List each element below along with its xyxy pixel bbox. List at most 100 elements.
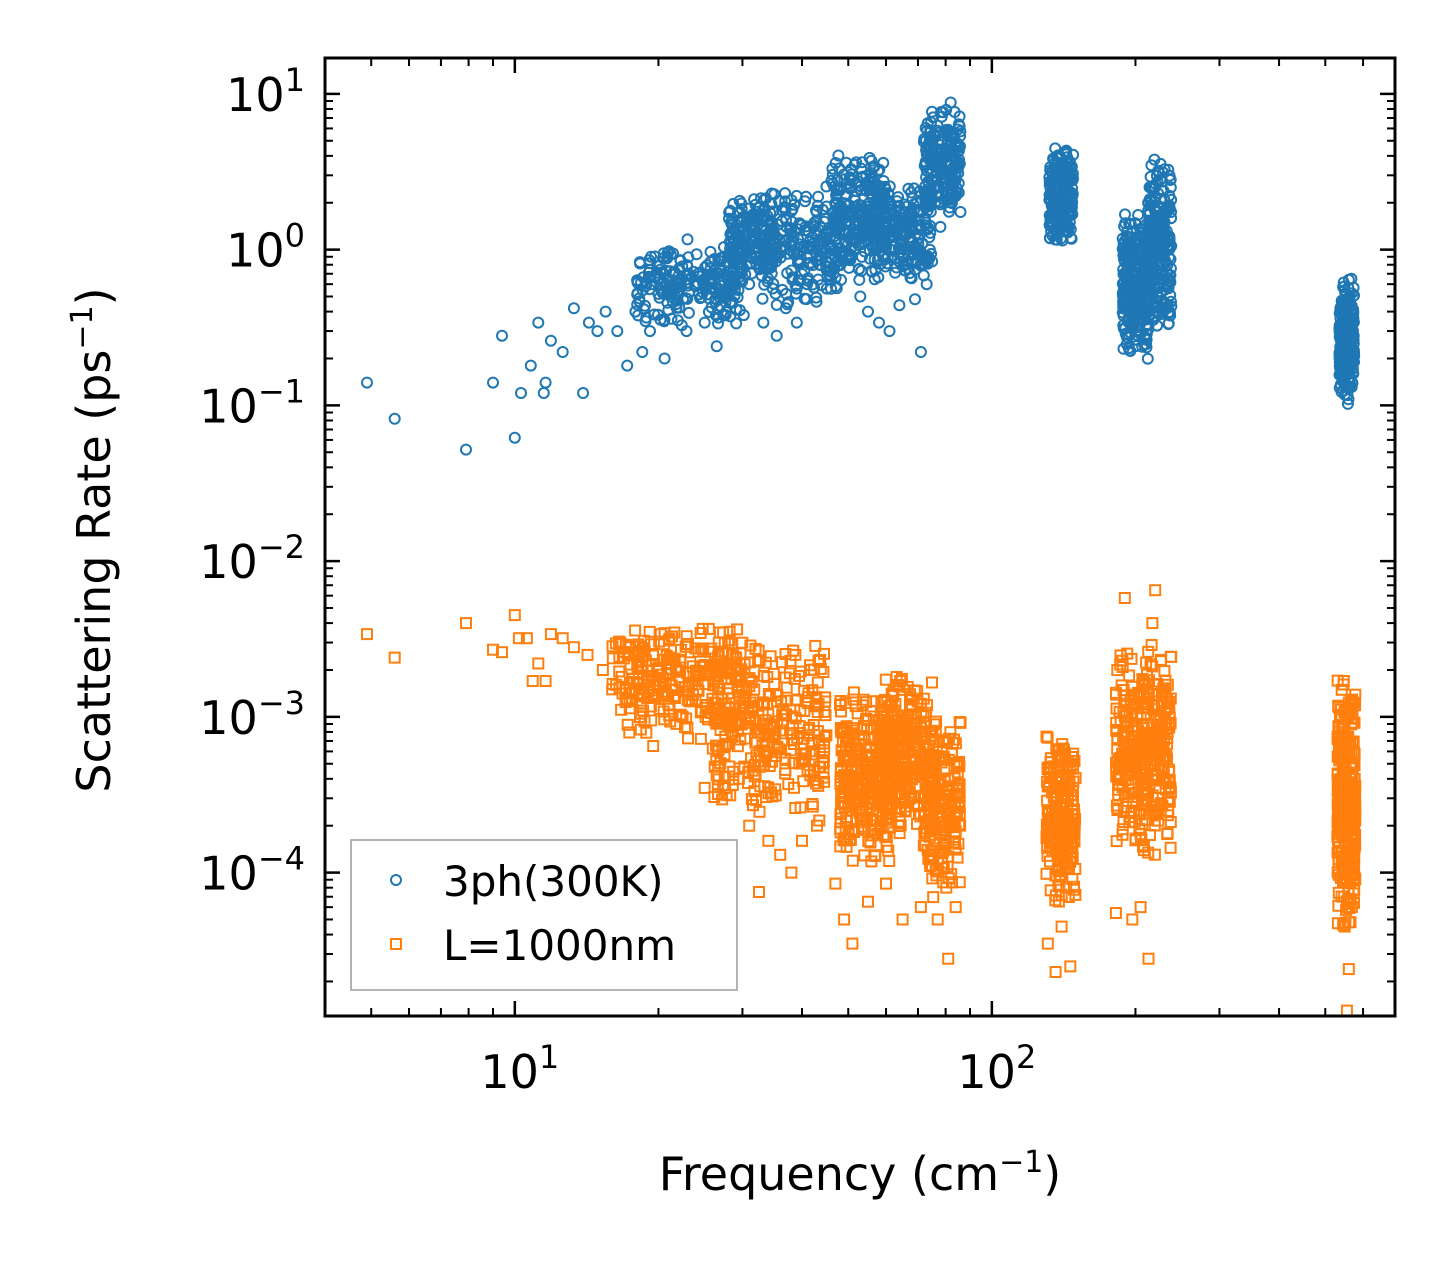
data-point-3ph — [1118, 276, 1131, 289]
data-point-3ph — [840, 177, 853, 190]
data-point-l1000nm — [928, 718, 941, 731]
data-point-l1000nm — [838, 786, 851, 799]
data-point-l1000nm — [807, 765, 820, 778]
data-point-3ph — [720, 305, 733, 318]
data-point-l1000nm — [839, 821, 852, 834]
data-point-l1000nm — [838, 771, 851, 784]
data-point-l1000nm — [651, 663, 664, 676]
data-point-3ph — [871, 234, 884, 247]
data-point-l1000nm — [1041, 937, 1054, 950]
data-point-3ph — [1339, 346, 1352, 359]
data-point-l1000nm — [814, 662, 827, 675]
data-point-3ph — [1116, 232, 1129, 245]
data-point-l1000nm — [846, 937, 859, 950]
data-point-3ph — [898, 198, 911, 211]
data-point-3ph — [923, 252, 936, 265]
data-point-3ph — [1050, 233, 1063, 246]
data-point-3ph — [1148, 153, 1161, 166]
data-point-3ph — [954, 140, 966, 153]
series-3ph — [361, 96, 1361, 456]
data-point-l1000nm — [873, 771, 886, 784]
data-point-3ph — [903, 216, 916, 229]
data-point-l1000nm — [924, 860, 937, 872]
data-point-l1000nm — [1146, 617, 1159, 630]
data-point-l1000nm — [460, 617, 472, 630]
data-point-l1000nm — [1126, 913, 1139, 926]
data-point-l1000nm — [942, 782, 955, 795]
data-point-3ph — [1149, 191, 1161, 203]
data-point-l1000nm — [648, 674, 661, 687]
data-point-l1000nm — [776, 708, 789, 721]
data-point-l1000nm — [934, 827, 947, 840]
data-point-3ph — [544, 334, 557, 347]
data-point-3ph — [920, 144, 933, 157]
data-point-l1000nm — [623, 726, 636, 739]
data-point-3ph — [746, 221, 759, 234]
data-point-l1000nm — [818, 647, 830, 660]
data-point-l1000nm — [857, 822, 870, 835]
data-point-3ph — [779, 243, 792, 255]
data-point-l1000nm — [758, 722, 771, 735]
data-point-l1000nm — [789, 648, 802, 661]
data-point-l1000nm — [947, 818, 960, 831]
data-point-3ph — [508, 431, 521, 444]
data-point-3ph — [720, 290, 733, 302]
data-point-l1000nm — [596, 664, 609, 676]
data-point-3ph — [532, 316, 545, 329]
data-point-l1000nm — [691, 683, 704, 696]
data-point-l1000nm — [953, 876, 966, 889]
data-point-3ph — [906, 192, 919, 205]
data-point-3ph — [942, 126, 955, 139]
data-point-l1000nm — [869, 850, 882, 863]
data-point-l1000nm — [789, 712, 802, 725]
data-point-l1000nm — [742, 766, 755, 778]
data-point-3ph — [661, 250, 674, 263]
data-point-l1000nm — [654, 628, 667, 641]
data-point-3ph — [654, 278, 667, 291]
data-point-l1000nm — [761, 671, 774, 683]
data-point-l1000nm — [788, 781, 800, 794]
data-point-l1000nm — [925, 853, 938, 866]
data-point-3ph — [735, 203, 748, 215]
data-point-3ph — [1123, 297, 1136, 310]
data-point-3ph — [676, 260, 689, 273]
data-point-3ph — [677, 293, 690, 305]
data-point-3ph — [1152, 230, 1164, 243]
data-point-3ph — [642, 270, 655, 283]
data-point-3ph — [794, 274, 807, 287]
data-point-3ph — [765, 230, 778, 243]
data-point-3ph — [1346, 350, 1358, 363]
data-point-l1000nm — [794, 727, 807, 739]
data-point-l1000nm — [711, 780, 724, 793]
data-point-3ph — [730, 317, 743, 330]
data-point-l1000nm — [930, 715, 943, 728]
data-point-3ph — [710, 340, 723, 353]
data-point-3ph — [857, 170, 870, 183]
data-point-l1000nm — [895, 672, 908, 685]
data-point-l1000nm — [949, 836, 962, 849]
data-point-3ph — [921, 223, 934, 236]
data-point-3ph — [889, 266, 902, 279]
data-point-l1000nm — [952, 837, 965, 850]
data-point-l1000nm — [1040, 867, 1053, 880]
data-point-l1000nm — [756, 707, 769, 720]
data-point-3ph — [801, 239, 814, 252]
data-point-l1000nm — [769, 727, 782, 740]
data-point-3ph — [943, 192, 956, 204]
legend: 3ph(300K) L=1000nm — [350, 839, 738, 991]
data-point-l1000nm — [884, 705, 897, 718]
data-point-l1000nm — [858, 720, 870, 732]
data-point-3ph — [1133, 292, 1146, 305]
data-point-3ph — [855, 264, 868, 277]
data-point-3ph — [812, 273, 825, 286]
data-point-3ph — [515, 387, 527, 399]
data-point-l1000nm — [698, 781, 711, 794]
data-point-3ph — [929, 157, 942, 170]
data-point-l1000nm — [695, 704, 708, 717]
data-point-3ph — [891, 195, 903, 208]
data-point-l1000nm — [954, 819, 967, 832]
data-point-3ph — [722, 249, 735, 262]
data-point-3ph — [883, 325, 896, 338]
data-point-l1000nm — [721, 682, 734, 695]
data-point-l1000nm — [882, 725, 894, 737]
